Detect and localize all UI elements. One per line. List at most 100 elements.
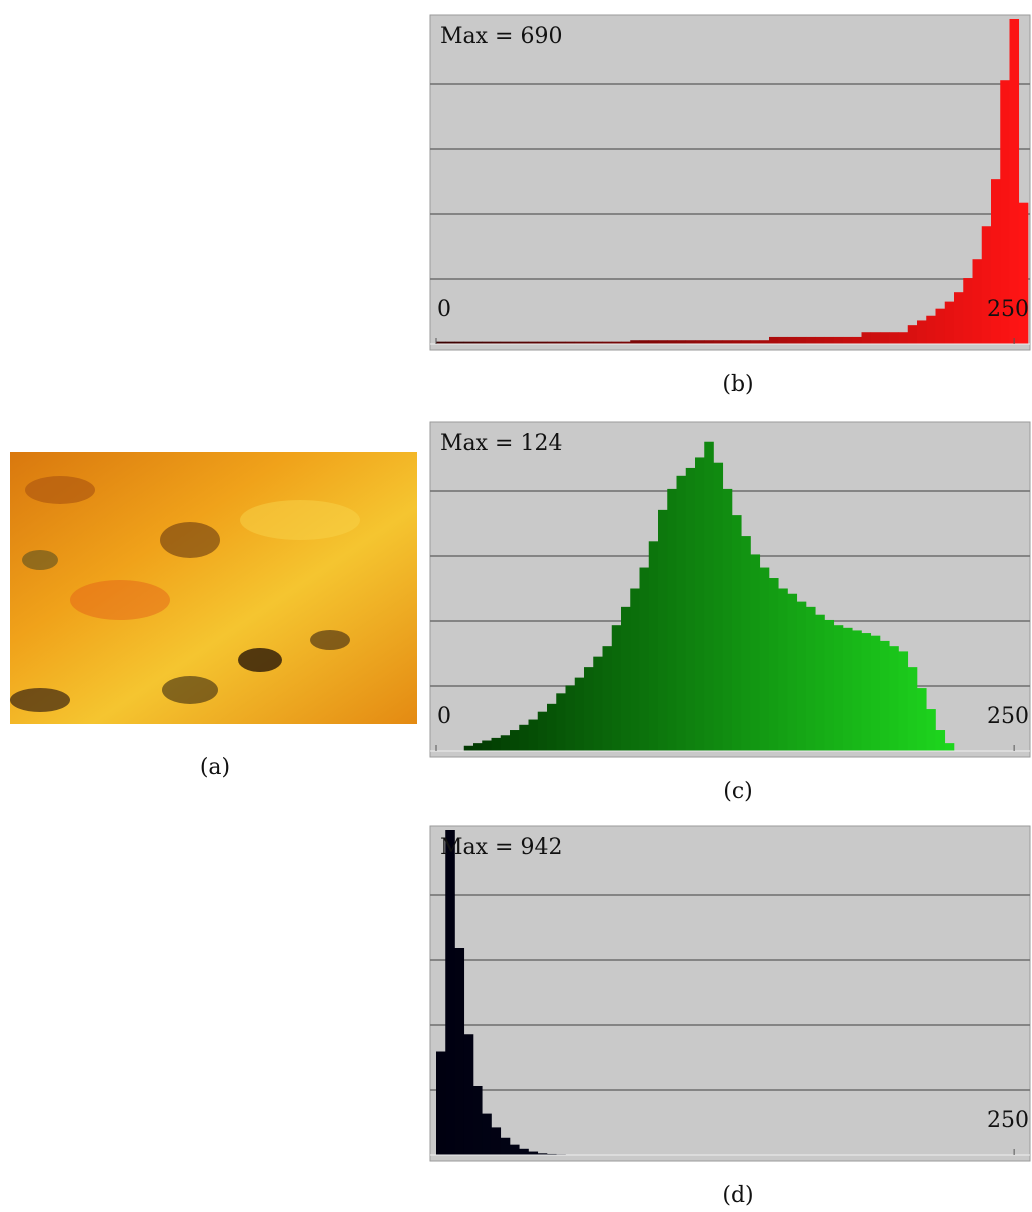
bar [843,628,853,751]
bar [871,636,881,751]
bar [741,536,751,751]
bar [806,607,816,751]
x-tick-label: 250 [987,704,1029,729]
photo [10,452,417,724]
bar [760,568,770,751]
bar [788,337,798,344]
figure: (a) 0250Max = 690(b)0250Max = 124(c)250M… [0,0,1032,1212]
bar [862,332,872,344]
x-tick-label: 0 [437,704,451,729]
bar [704,442,714,751]
caption: (d) [722,1183,753,1208]
bar [667,489,677,751]
bar [492,738,502,751]
bar [723,489,733,751]
bar [806,337,816,344]
bar [871,332,881,344]
bar [963,278,973,344]
bar [714,340,724,344]
bar [825,620,835,751]
bar [834,337,844,344]
x-tick-label: 250 [987,1108,1029,1133]
bar [834,625,844,751]
bar [815,615,825,751]
bar [723,340,733,344]
bar [945,302,955,344]
caption: (b) [722,372,753,397]
bar [519,725,529,751]
bar [760,340,770,344]
bar [982,226,992,344]
bar [917,320,927,344]
bar [603,646,613,751]
bar [575,678,585,751]
plot-area [430,826,1030,1161]
bar [954,292,964,344]
bar [658,340,668,344]
x-tick-label: 0 [437,297,451,322]
caption: (a) [200,755,230,780]
bar [640,340,650,344]
bar [778,337,788,344]
bar [973,259,983,344]
max-label: Max = 124 [440,431,562,456]
bar [640,568,650,751]
bar [926,709,936,751]
bar [908,667,918,751]
bar [649,340,659,344]
bar [880,332,890,344]
bar [529,1152,539,1155]
bar [852,630,862,751]
bar [899,651,909,751]
bar [714,463,724,751]
bar [501,1138,511,1155]
bar [732,515,742,751]
bar [908,325,918,344]
bar [667,340,677,344]
bar [852,337,862,344]
bar [510,1145,520,1155]
bar [778,589,788,752]
caption: (c) [723,779,753,804]
bar [630,589,640,752]
bar [741,340,751,344]
histogram: 0 250 Max = 124 [430,422,1030,757]
bar [788,594,798,751]
bar [658,510,668,751]
bar [473,743,483,751]
bar [751,554,761,751]
x-tick-label: 250 [987,297,1029,322]
bar [529,720,539,751]
bar [936,309,946,344]
bar [445,830,455,1155]
bar [732,340,742,344]
bar [593,657,603,751]
bar [630,340,640,344]
bar [510,730,520,751]
bar [899,332,909,344]
bar [482,741,492,751]
bar [584,667,594,751]
bar [797,602,807,751]
bar [889,332,899,344]
bar [1010,19,1020,344]
bar [936,730,946,751]
bar [538,712,548,751]
bar [612,625,622,751]
bar [473,1086,483,1155]
bar [501,735,511,751]
bar [1019,203,1029,344]
bar [889,646,899,751]
bar [751,340,761,344]
bar [686,468,696,751]
bar [862,633,872,751]
bar [797,337,807,344]
bar [482,1114,492,1155]
bar [547,704,557,751]
bar [686,340,696,344]
bar [825,337,835,344]
bar [695,457,705,751]
bar [926,316,936,344]
